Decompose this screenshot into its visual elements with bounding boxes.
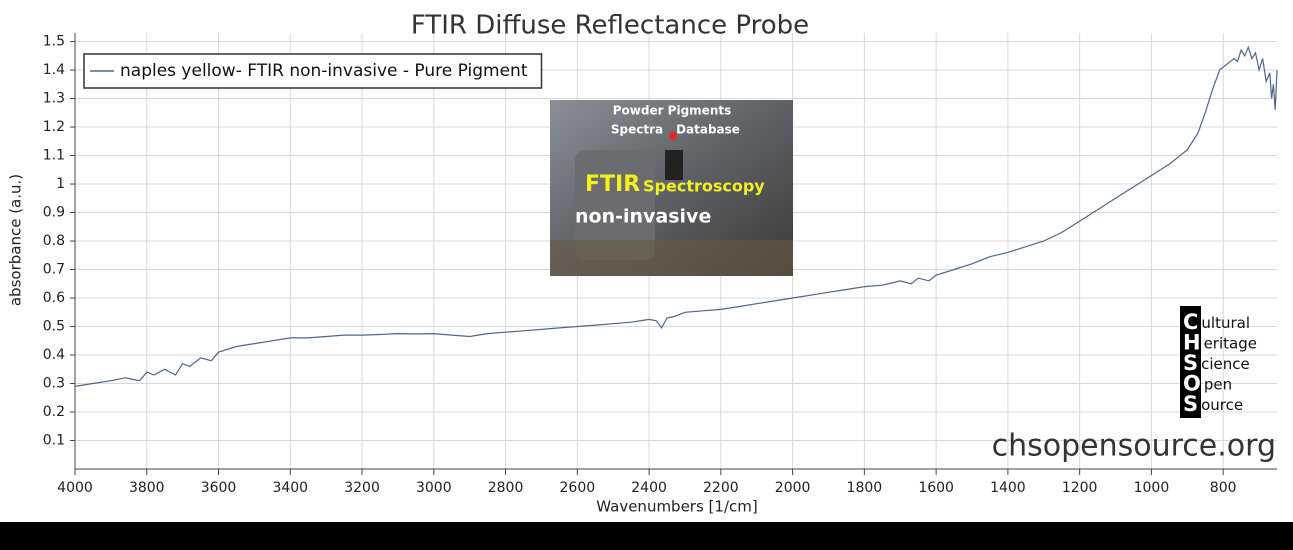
inset-photo: Powder Pigments Spectra Database FTIR Sp…: [550, 100, 793, 276]
device: [575, 150, 655, 260]
x-tick-label: 1600: [918, 480, 954, 496]
x-tick-label: 2200: [703, 480, 739, 496]
inset-text: Spectra: [611, 123, 663, 137]
x-tick-label: 800: [1210, 480, 1237, 496]
series-line: [74, 45, 1278, 387]
x-tick-label: 3600: [201, 480, 237, 496]
y-tick-label: 0.3: [43, 376, 65, 392]
inset-text: Database: [676, 123, 740, 137]
y-axis-label: absorbance (a.u.): [7, 174, 25, 306]
logo-bar: [1180, 306, 1201, 418]
legend: naples yellow- FTIR non-invasive - Pure …: [83, 53, 543, 89]
x-tick-label: 1800: [847, 480, 883, 496]
y-tick-label: 1.1: [43, 148, 65, 164]
legend-box: [83, 53, 543, 89]
y-tick-label: 1.3: [43, 91, 65, 107]
x-tick-label: 1200: [1062, 480, 1098, 496]
x-tick-label: 3200: [344, 480, 380, 496]
table: [550, 240, 793, 276]
x-tick-label: 1000: [1134, 480, 1170, 496]
legend-label: naples yellow- FTIR non-invasive - Pure …: [120, 61, 528, 81]
y-tick-label: 1.5: [43, 34, 65, 50]
x-tick-label: 2800: [488, 480, 524, 496]
y-tick-label: 0.7: [43, 262, 65, 278]
x-tick-label: 2600: [560, 480, 596, 496]
inset-text: non-invasive: [575, 206, 711, 228]
x-tick-label: 1400: [990, 480, 1026, 496]
x-tick-label: 2400: [631, 480, 667, 496]
x-tick-label: 3000: [416, 480, 452, 496]
x-tick-label: 3400: [272, 480, 308, 496]
y-tick-label: 0.2: [43, 404, 65, 420]
y-tick-label: 0.9: [43, 205, 65, 221]
y-tick-label: 0.6: [43, 290, 65, 306]
y-tick-label: 1.4: [43, 62, 65, 78]
y-tick-label: 1.2: [43, 119, 65, 135]
inset-text: Powder Pigments: [613, 104, 732, 118]
chart-title: FTIR Diffuse Reflectance Probe: [411, 11, 809, 41]
light: [669, 132, 677, 140]
x-tick-label: 3800: [129, 480, 165, 496]
x-axis-label: Wavenumbers [1/cm]: [596, 498, 757, 516]
inset-text: FTIR: [585, 172, 640, 197]
probe: [665, 150, 683, 180]
website: chsopensource.org: [992, 429, 1276, 464]
y-tick-label: 0.4: [43, 347, 65, 363]
bottom-bar: [0, 522, 1293, 550]
y-tick-label: 0.5: [43, 319, 65, 335]
x-tick-label: 4000: [57, 480, 93, 496]
y-tick-label: 0.8: [43, 233, 65, 249]
y-tick-label: 1: [56, 176, 65, 192]
inset-text: Spectroscopy: [643, 177, 765, 196]
y-tick-label: 0.1: [43, 433, 65, 449]
x-tick-label: 2000: [775, 480, 811, 496]
